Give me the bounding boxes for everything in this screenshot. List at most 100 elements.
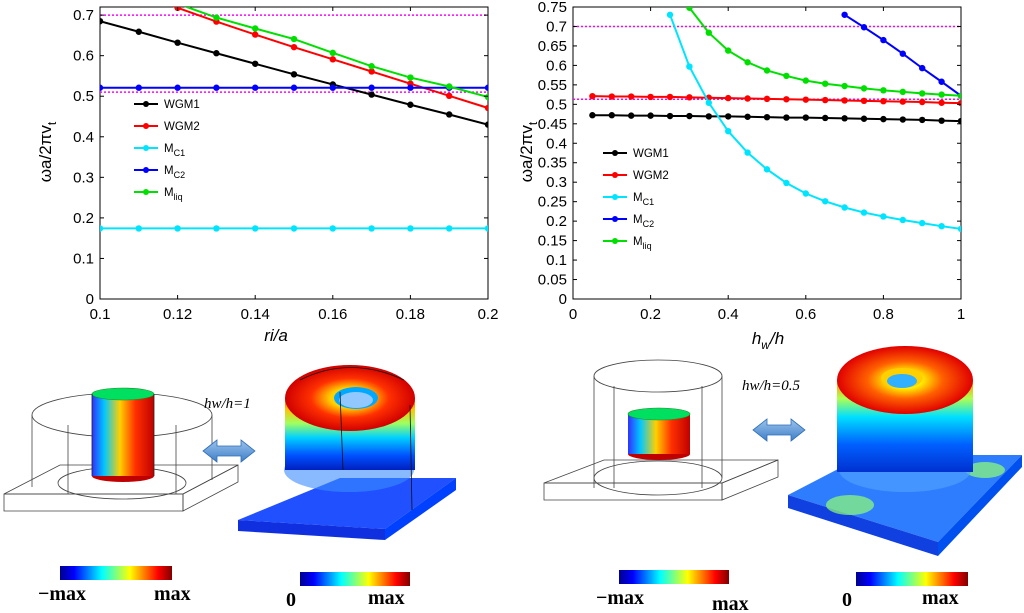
- ratio-label-left: hw/h=1: [204, 396, 251, 412]
- data-point-wgm2: [446, 92, 453, 100]
- data-point-wgm1: [705, 113, 712, 120]
- x-tick-label: 0.16: [318, 306, 347, 323]
- plot2-frame: [572, 6, 962, 300]
- data-point-mc2: [252, 84, 259, 91]
- data-point-wgm1: [484, 121, 488, 128]
- data-point-wgm2: [725, 94, 732, 102]
- y-tick-label: 0.15: [538, 233, 567, 250]
- data-point-mliq: [938, 91, 945, 98]
- legend-marker-wgm1: [612, 150, 618, 156]
- y-tick-label: 0.05: [538, 272, 567, 289]
- data-point-mc2: [919, 64, 926, 72]
- data-point-mc1: [407, 225, 414, 232]
- data-point-mliq: [899, 88, 906, 96]
- data-point-wgm2: [763, 95, 771, 103]
- data-point-wgm1: [899, 116, 906, 123]
- data-point-wgm1: [666, 112, 674, 120]
- data-point-wgm2: [686, 94, 693, 101]
- data-point-wgm1: [368, 91, 375, 98]
- dielectric-rod-left: [91, 387, 155, 482]
- y-tick-label: 0.75: [538, 0, 567, 16]
- data-point-mc1: [686, 63, 693, 70]
- data-point-wgm1: [841, 115, 848, 122]
- data-point-wgm1: [880, 115, 887, 123]
- data-point-mc1: [957, 225, 961, 233]
- data-point-mliq: [802, 77, 809, 84]
- double-arrow-icon-left: [202, 439, 256, 463]
- y-tick-label: 0.55: [538, 77, 567, 94]
- data-point-mc1: [938, 222, 945, 230]
- solid-ring-mode-left: [238, 365, 456, 540]
- data-point-wgm2: [628, 93, 635, 100]
- data-point-mc1: [368, 225, 375, 232]
- data-point-wgm1: [686, 112, 693, 120]
- data-point-mliq: [252, 25, 259, 32]
- data-point-mc2: [407, 84, 414, 91]
- data-point-mliq: [860, 85, 868, 92]
- plot-hw-over-h: 0 0.2 0.4 0.6 0.8 1 00.050.10.150.20.250.30.3…: [517, 0, 965, 352]
- legend-marker-wgm1: [143, 101, 149, 107]
- data-point-mc1: [174, 225, 181, 232]
- mode-shape-hw05: hw/h=0.5: [543, 346, 1022, 556]
- data-point-mc1: [705, 99, 712, 106]
- data-point-mc2: [880, 36, 887, 44]
- y-tick-label: 0.25: [538, 194, 567, 211]
- data-point-mliq: [290, 35, 298, 43]
- y-tick-label: 0.6: [73, 48, 94, 65]
- data-point-mc2: [174, 84, 181, 91]
- data-point-wgm2: [822, 96, 829, 104]
- y-tick-label: 0.3: [546, 174, 567, 191]
- data-point-mc1: [783, 179, 790, 187]
- legend-label-wgm1: WGM1: [164, 99, 200, 111]
- x-tick-label: 0.2: [640, 306, 661, 323]
- colorbar-right-symmetric: −max max: [596, 570, 749, 613]
- data-point-mc1: [100, 225, 104, 232]
- data-point-wgm1: [589, 112, 596, 119]
- legend-marker-wgm2: [143, 123, 149, 129]
- plot2-legend: WGM1 WGM2 MC1 MC2 Mliq: [603, 148, 669, 251]
- data-point-mc1: [135, 225, 142, 232]
- data-point-mliq: [822, 80, 829, 87]
- data-point-wgm1: [135, 28, 142, 35]
- data-point-wgm2: [252, 31, 259, 38]
- y-tick-label: 0.1: [73, 250, 94, 267]
- data-point-mliq: [725, 47, 732, 54]
- data-point-mliq: [174, 1, 180, 7]
- data-point-mliq: [213, 14, 220, 21]
- data-point-wgm1: [446, 111, 453, 118]
- data-point-mc2: [484, 84, 488, 91]
- y-tick-label: 0: [559, 291, 567, 308]
- x-tick-label: 0.6: [795, 306, 816, 323]
- data-point-wgm1: [647, 112, 654, 119]
- plot2-series: [589, 7, 961, 233]
- solid-ring-mode-right: [788, 346, 1022, 556]
- legend-label-mliq: Mliq: [633, 236, 652, 251]
- data-point-wgm2: [841, 97, 848, 104]
- svg-text:max: max: [922, 587, 959, 609]
- data-point-wgm2: [802, 96, 809, 103]
- x-tick-label: 0.12: [163, 306, 192, 323]
- data-point-mliq: [744, 59, 751, 66]
- data-point-mc2: [100, 84, 104, 91]
- data-point-mc1: [252, 225, 259, 232]
- data-point-mc2: [938, 78, 945, 85]
- data-point-mc2: [368, 84, 375, 91]
- data-point-mliq: [686, 7, 693, 11]
- plot2-x-axis-label: hw/h: [752, 329, 784, 352]
- y-tick-label: 0.2: [73, 210, 94, 227]
- data-point-mliq: [841, 82, 848, 90]
- data-point-wgm2: [666, 93, 674, 101]
- data-point-wgm1: [919, 116, 926, 124]
- plot1-reference-lines: [100, 14, 488, 93]
- plot1-y-ticks: 0 0.1 0.2 0.3 0.4 0.5 0.6 0.7: [73, 7, 488, 308]
- legend-marker-mc1: [143, 145, 149, 151]
- data-point-mc2: [899, 50, 906, 57]
- data-point-mliq: [957, 92, 961, 99]
- plot2-y-axis-label: ωa/2πvt: [517, 121, 540, 182]
- y-tick-label: 0.3: [73, 169, 94, 186]
- ratio-label-right: hw/h=0.5: [742, 378, 801, 394]
- data-point-mc2: [329, 84, 336, 91]
- x-tick-label: 0.18: [396, 306, 425, 323]
- y-tick-label: 0.4: [73, 129, 94, 146]
- legend-label-wgm1: WGM1: [633, 148, 669, 160]
